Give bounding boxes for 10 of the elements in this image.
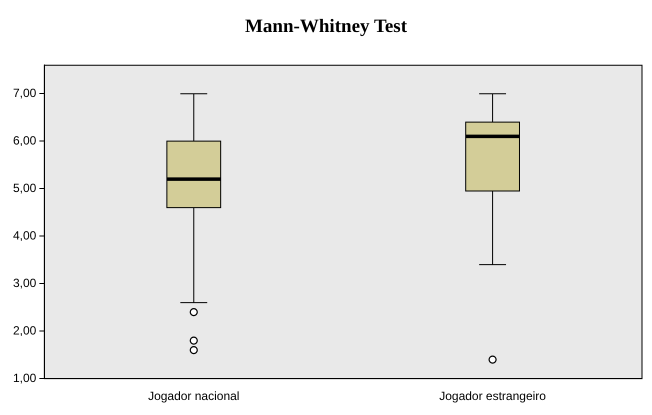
y-tick-label: 1,00 bbox=[12, 370, 37, 385]
x-tick-label: Jogador estrangeiro bbox=[439, 389, 546, 404]
y-tick-label: 6,00 bbox=[12, 133, 37, 148]
y-tick-label: 4,00 bbox=[12, 228, 37, 242]
y-tick-label: 2,00 bbox=[12, 323, 37, 338]
y-tick-label: 7,00 bbox=[12, 86, 37, 100]
y-tick-label: 5,00 bbox=[12, 180, 37, 195]
chart-title: Mann-Whitney Test bbox=[244, 16, 408, 38]
x-tick-label: Jogador nacional bbox=[148, 389, 240, 404]
y-tick-label: 3,00 bbox=[12, 276, 37, 290]
